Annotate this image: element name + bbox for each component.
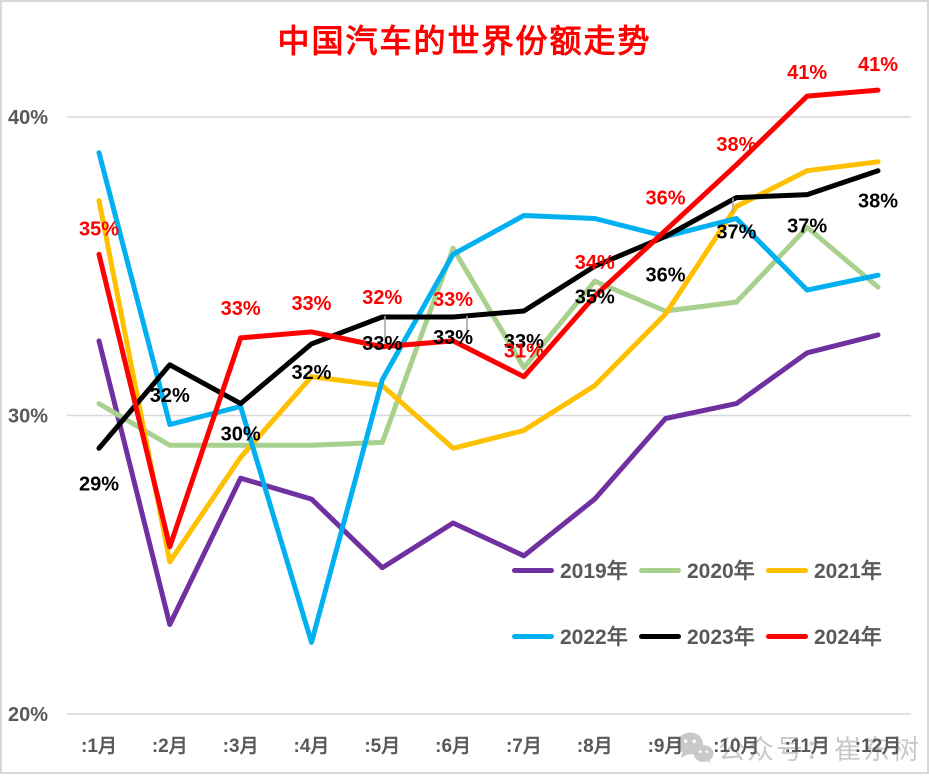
data-label-2023年-:10月: 37% [716, 222, 756, 244]
series-line-2021年 [96, 159, 881, 565]
legend-swatch-2023 [639, 633, 681, 639]
data-label-2024年-:3月: 33% [221, 298, 261, 320]
legend-label-2023: 2023年 [687, 626, 755, 649]
data-label-2024年-:10月: 38% [716, 134, 756, 156]
legend-swatch-2024 [766, 633, 808, 639]
series-line-2020年 [96, 224, 881, 448]
data-label-2023年-:1月: 29% [79, 473, 119, 495]
data-label-2023年-:3月: 30% [221, 424, 261, 446]
y-axis-label-40%: 40% [8, 107, 48, 129]
data-label-2023年-:5月: 33% [362, 333, 402, 355]
legend-label-2020: 2020年 [687, 560, 755, 583]
data-label-2023年-:9月: 36% [646, 264, 686, 286]
legend-swatch-2020 [639, 567, 681, 573]
legend-row-1: 2019年 2020年 2021年 [512, 556, 893, 584]
data-label-2023年-:2月: 32% [150, 385, 190, 407]
series-line-2022年 [96, 150, 881, 645]
x-axis-label-9: :9月 [648, 736, 684, 757]
legend-label-2024: 2024年 [814, 626, 882, 649]
data-label-2024年-:9月: 36% [646, 187, 686, 209]
series-line-2023年 [96, 168, 881, 451]
data-label-2023年-:8月: 35% [575, 286, 615, 308]
watermark: 公众号：崔东树 [676, 728, 921, 767]
x-axis-label-11: :11月 [784, 736, 829, 757]
data-label-2024年-:11月: 41% [787, 62, 827, 84]
legend-swatch-2021 [766, 567, 808, 573]
data-label-2024年-:1月: 35% [79, 218, 119, 240]
legend-label-2019: 2019年 [560, 560, 628, 583]
data-label-2024年-:6月: 33% [433, 289, 473, 311]
x-axis-label-8: :8月 [577, 736, 613, 757]
x-axis-label-4: :4月 [294, 736, 330, 757]
data-label-2023年-:6月: 33% [433, 327, 473, 349]
x-axis-label-5: :5月 [364, 736, 400, 757]
x-axis-label-3: :3月 [223, 736, 259, 757]
data-label-2024年-:5月: 32% [362, 287, 402, 309]
y-axis-label-20%: 20% [8, 704, 48, 726]
legend-row-2: 2022年 2023年 2024年 [512, 622, 893, 650]
x-axis-label-10: :10月 [713, 736, 759, 757]
legend-item-2019: 2019年 [512, 555, 639, 585]
legend-swatch-2019 [512, 567, 554, 573]
legend-swatch-2022 [512, 633, 554, 639]
y-axis-label-30%: 30% [8, 406, 48, 428]
legend-label-2022: 2022年 [560, 626, 628, 649]
legend-item-2021: 2021年 [766, 555, 893, 585]
legend: 2019年 2020年 2021年 2022年 2023年 2024年 [512, 556, 893, 688]
data-label-2023年-:7月: 33% [504, 331, 544, 353]
chart-title: 中国汽车的世界份额走势 [277, 23, 652, 59]
wechat-icon [677, 732, 714, 764]
data-label-2024年-:7月: 31% [504, 341, 544, 363]
data-label-2023年-:12月: 38% [858, 191, 898, 213]
legend-item-2020: 2020年 [639, 555, 766, 585]
x-axis-label-12: :12月 [855, 736, 901, 757]
x-axis-label-1: :1月 [81, 736, 117, 757]
data-label-2023年-:4月: 32% [291, 362, 331, 384]
data-label-2024年-:4月: 33% [291, 293, 331, 315]
x-axis-label-6: :6月 [435, 736, 471, 757]
data-label-2024年-:8月: 34% [575, 252, 615, 274]
legend-item-2022: 2022年 [512, 621, 639, 651]
x-axis-label-2: :2月 [152, 736, 188, 757]
data-label-2024年-:12月: 41% [858, 54, 898, 76]
series-line-2019年 [96, 332, 881, 627]
watermark-text: 公众号：崔东树 [718, 735, 921, 765]
data-label-2023年-:11月: 37% [787, 216, 827, 238]
legend-item-2024: 2024年 [766, 621, 893, 651]
x-axis-label-7: :7月 [506, 736, 542, 757]
series-line-2024年 [96, 87, 881, 550]
legend-item-2023: 2023年 [639, 621, 766, 651]
legend-label-2021: 2021年 [814, 560, 882, 583]
